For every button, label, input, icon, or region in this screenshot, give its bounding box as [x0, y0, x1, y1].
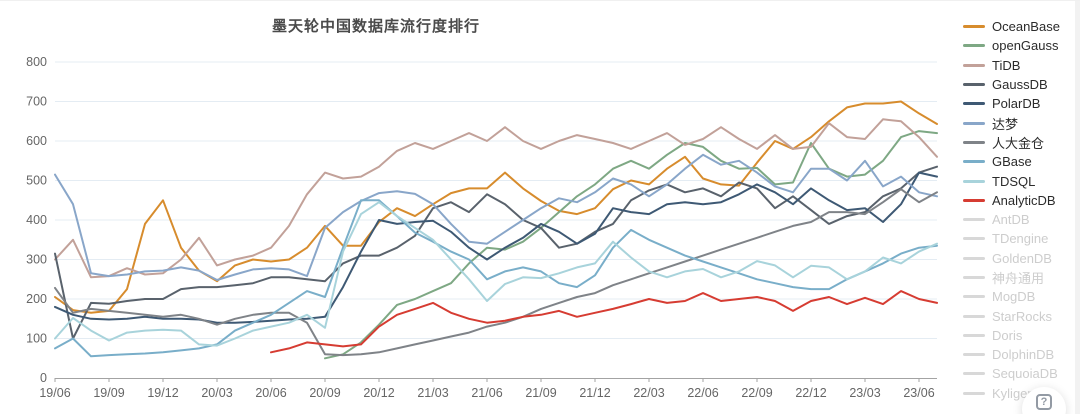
y-axis-label: 700 — [26, 95, 47, 109]
legend-item-label: AntDB — [992, 212, 1030, 228]
legend-item-label: OceanBase — [992, 19, 1060, 35]
y-axis-label: 200 — [26, 292, 47, 306]
legend-swatch — [963, 179, 985, 183]
x-axis-label: 21/12 — [579, 386, 610, 400]
legend-item-AntDB[interactable]: AntDB — [963, 210, 1075, 229]
x-axis-label: 19/09 — [93, 386, 124, 400]
y-axis-label: 800 — [26, 55, 47, 69]
legend-swatch — [963, 295, 985, 299]
y-axis-label: 0 — [40, 371, 47, 385]
legend-item-TiDB[interactable]: TiDB — [963, 56, 1075, 75]
x-axis-label: 23/06 — [903, 386, 934, 400]
legend-swatch — [963, 391, 985, 395]
legend-item-PolarDB[interactable]: PolarDB — [963, 94, 1075, 113]
x-axis-label: 22/03 — [633, 386, 664, 400]
legend-item-神舟通用[interactable]: 神舟通用 — [963, 268, 1075, 287]
legend-item-label: PolarDB — [992, 96, 1041, 112]
legend-item-StarRocks[interactable]: StarRocks — [963, 306, 1075, 325]
legend-item-label: TDSQL — [992, 173, 1036, 189]
x-axis-label: 20/06 — [255, 386, 286, 400]
legend-swatch — [963, 63, 985, 67]
x-axis-label: 23/03 — [849, 386, 880, 400]
legend-swatch — [963, 83, 985, 87]
legend-swatch — [963, 276, 985, 279]
y-axis-label: 500 — [26, 174, 47, 188]
y-axis-label: 100 — [26, 332, 47, 346]
legend-item-label: TiDB — [992, 57, 1021, 73]
legend-item-Doris[interactable]: Doris — [963, 326, 1075, 345]
question-mark-icon: ? — [1036, 394, 1052, 410]
legend-item-OceanBase[interactable]: OceanBase — [963, 17, 1075, 36]
legend-swatch — [963, 25, 985, 29]
legend-item-MogDB[interactable]: MogDB — [963, 287, 1075, 306]
legend-swatch — [963, 102, 985, 106]
legend: OceanBase openGauss TiDB GaussDB PolarDB 达梦人大… — [963, 17, 1075, 403]
x-axis-label: 19/12 — [147, 386, 178, 400]
legend-item-TDSQL[interactable]: TDSQL — [963, 171, 1075, 190]
x-axis-label: 22/12 — [795, 386, 826, 400]
x-axis-label: 21/03 — [417, 386, 448, 400]
series-line-TDSQL[interactable] — [54, 201, 938, 347]
legend-swatch — [963, 140, 985, 144]
legend-item-TDengine[interactable]: TDengine — [963, 229, 1075, 248]
legend-swatch — [963, 256, 985, 260]
series-line-AnalyticDB[interactable] — [270, 290, 938, 354]
legend-item-label: TDengine — [992, 231, 1049, 247]
legend-swatch — [963, 218, 985, 222]
series-line-openGauss[interactable] — [324, 130, 938, 360]
x-axis-label: 22/06 — [687, 386, 718, 400]
series-line-人大金仓[interactable] — [54, 188, 938, 357]
legend-item-SequoiaDB[interactable]: SequoiaDB — [963, 364, 1075, 383]
legend-item-人大金仓[interactable]: 人大金仓 — [963, 133, 1075, 152]
x-axis-label: 21/09 — [525, 386, 556, 400]
legend-item-GoldenDB[interactable]: GoldenDB — [963, 249, 1075, 268]
legend-swatch — [963, 372, 985, 376]
x-axis-label: 20/12 — [363, 386, 394, 400]
legend-item-label: 神舟通用 — [992, 271, 1045, 286]
legend-item-label: GoldenDB — [992, 250, 1052, 266]
scrollbar[interactable] — [1075, 1, 1080, 414]
legend-item-label: MogDB — [992, 289, 1036, 305]
series-line-达梦[interactable] — [54, 153, 938, 281]
legend-item-label: DolphinDB — [992, 347, 1055, 363]
legend-item-达梦[interactable]: 达梦 — [963, 113, 1075, 132]
legend-item-label: StarRocks — [992, 308, 1052, 324]
legend-item-label: AnalyticDB — [992, 192, 1056, 208]
legend-item-label: GaussDB — [992, 77, 1048, 93]
legend-item-label: 人大金仓 — [992, 135, 1045, 151]
legend-swatch — [963, 353, 985, 357]
series-line-TiDB[interactable] — [54, 118, 938, 279]
legend-item-label: SequoiaDB — [992, 366, 1058, 382]
y-axis-label: 300 — [26, 253, 47, 267]
x-axis-label: 22/09 — [741, 386, 772, 400]
legend-item-openGauss[interactable]: openGauss — [963, 36, 1075, 55]
x-axis-label: 20/09 — [309, 386, 340, 400]
y-axis-label: 600 — [26, 134, 47, 148]
legend-item-label: openGauss — [992, 38, 1059, 54]
legend-item-label: 达梦 — [992, 116, 1019, 132]
legend-swatch — [963, 44, 985, 48]
x-axis-label: 19/06 — [39, 386, 70, 400]
series-line-GaussDB[interactable] — [54, 165, 938, 340]
legend-item-DolphinDB[interactable]: DolphinDB — [963, 345, 1075, 364]
legend-swatch — [963, 237, 985, 241]
legend-swatch — [963, 121, 985, 125]
x-axis-label: 20/03 — [201, 386, 232, 400]
legend-swatch — [963, 198, 985, 202]
legend-item-label: GBase — [992, 154, 1032, 170]
legend-item-GBase[interactable]: GBase — [963, 152, 1075, 171]
y-axis-label: 400 — [26, 213, 47, 227]
chart-title: 墨天轮中国数据库流行度排行 — [271, 18, 480, 35]
legend-item-label: Doris — [992, 327, 1023, 343]
legend-item-GaussDB[interactable]: GaussDB — [963, 75, 1075, 94]
x-axis-label: 21/06 — [471, 386, 502, 400]
legend-swatch — [963, 160, 985, 164]
legend-item-AnalyticDB[interactable]: AnalyticDB — [963, 191, 1075, 210]
series-line-GBase[interactable] — [54, 199, 938, 358]
legend-swatch — [963, 314, 985, 318]
legend-swatch — [963, 333, 985, 337]
